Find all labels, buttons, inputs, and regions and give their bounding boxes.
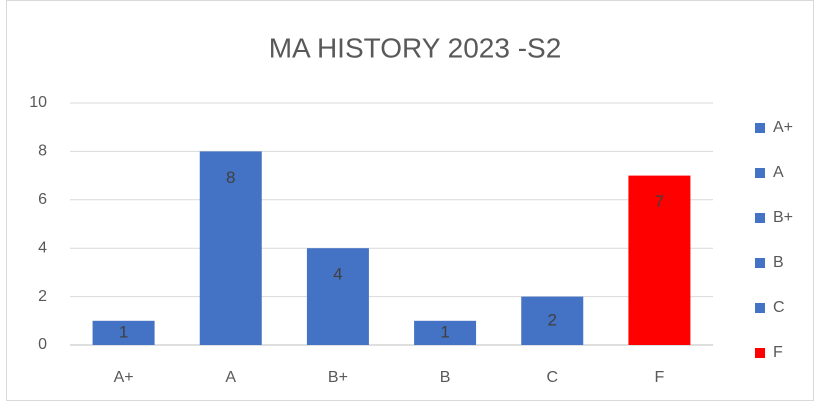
- data-label: 7: [655, 192, 664, 211]
- x-tick-label: A: [225, 369, 236, 386]
- legend-label: B: [773, 254, 784, 271]
- bar: [199, 151, 262, 345]
- y-tick-label: 2: [38, 288, 47, 305]
- y-tick-label: 4: [38, 239, 47, 256]
- data-label: 2: [548, 310, 557, 329]
- legend-swatch: [755, 303, 765, 313]
- data-label: 4: [333, 265, 342, 284]
- y-tick-label: 8: [38, 143, 47, 160]
- legend-label: B+: [773, 209, 793, 226]
- legend-label: C: [773, 299, 785, 316]
- legend-label: A+: [773, 119, 793, 136]
- x-tick-label: C: [546, 369, 558, 386]
- data-label: 1: [440, 322, 449, 341]
- legend-swatch: [755, 123, 765, 133]
- y-tick-label: 6: [38, 191, 47, 208]
- legend-label: A: [773, 164, 784, 181]
- bar: [414, 320, 477, 345]
- legend-swatch: [755, 348, 765, 358]
- y-tick-label: 0: [38, 336, 47, 353]
- x-tick-label: B+: [328, 369, 348, 386]
- bar: [306, 248, 369, 345]
- y-tick-label: 10: [29, 94, 47, 111]
- legend-swatch: [755, 168, 765, 178]
- data-label: 1: [119, 322, 128, 341]
- legend-swatch: [755, 258, 765, 268]
- bar: [92, 320, 155, 345]
- data-label: 8: [226, 168, 235, 187]
- legend-label: F: [773, 344, 783, 361]
- x-tick-label: F: [655, 369, 665, 386]
- x-tick-label: B: [440, 369, 451, 386]
- x-tick-label: A+: [114, 369, 134, 386]
- bar: [628, 175, 691, 345]
- chart-title: MA HISTORY 2023 -S2: [269, 32, 562, 63]
- bar: [521, 296, 584, 345]
- legend-swatch: [755, 213, 765, 223]
